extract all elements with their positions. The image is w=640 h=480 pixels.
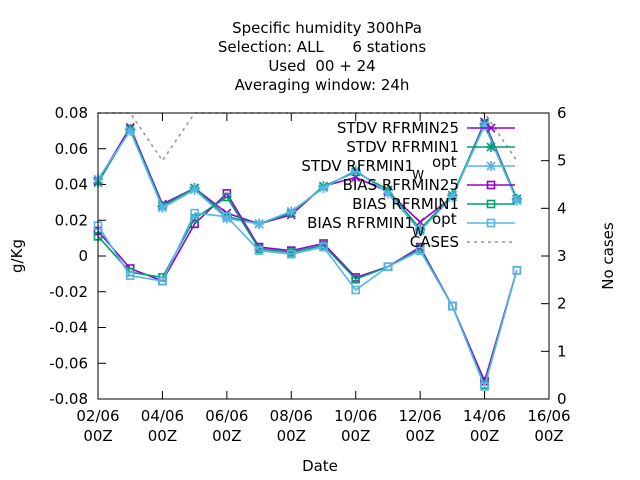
y-tick-label: -0.02 (49, 283, 88, 301)
x-tick-label-hour: 00Z (341, 427, 370, 445)
y-tick-label: 0 (78, 247, 88, 265)
x-tick-label-date: 12/06 (399, 407, 442, 425)
legend-item: STDV RFRMIN1 (346, 138, 515, 156)
legend-suffix: opt (432, 210, 457, 228)
x-tick-label-hour: 00Z (148, 427, 177, 445)
y-tick-label: 0.08 (55, 104, 88, 122)
legend-subscript: W (412, 225, 424, 239)
y-tick-label: -0.08 (49, 390, 88, 408)
x-tick-label-date: 16/06 (527, 407, 570, 425)
title-line-1: Specific humidity 300hPa (232, 19, 422, 37)
x-tick-label-date: 06/06 (205, 407, 248, 425)
legend-item: STDV RFRMIN25 (337, 119, 515, 137)
legend-label: STDV RFRMIN1 (346, 138, 459, 156)
y2-tick-label: 1 (557, 342, 567, 360)
series-5 (93, 208, 522, 391)
y-tick-label: -0.06 (49, 354, 88, 372)
legend-label: STDV RFRMIN1 (301, 157, 414, 175)
data-point (351, 285, 361, 295)
data-point (383, 262, 393, 272)
x-tick-label-hour: 00Z (83, 427, 112, 445)
data-point (382, 188, 393, 199)
data-point (190, 208, 199, 218)
data-point (125, 271, 135, 280)
data-point (486, 142, 496, 152)
y-tick-label: 0.04 (55, 176, 88, 194)
series-line (97, 212, 518, 389)
data-point (158, 276, 167, 286)
data-point (415, 246, 425, 255)
data-point (350, 165, 361, 176)
data-point (318, 183, 329, 194)
y2-tick-label: 4 (557, 199, 567, 217)
x-tick-label-date: 02/06 (76, 407, 119, 425)
chart-title: Specific humidity 300hPa Selection: ALL … (218, 19, 426, 94)
data-point (512, 265, 522, 275)
title-line-4: Averaging window: 24h (235, 76, 410, 94)
legend-subscript: W (412, 168, 424, 182)
title-line-2: Selection: ALL 6 stations (218, 38, 426, 56)
legend-item: BIAS RFRMIN25 (343, 176, 515, 194)
y-tick-label: 0.02 (55, 211, 88, 229)
data-point (222, 212, 232, 221)
data-point (222, 192, 232, 202)
data-point (486, 123, 496, 133)
y2-tick-label: 5 (557, 152, 567, 170)
x-tick-label-hour: 00Z (534, 427, 563, 445)
data-point (286, 206, 297, 217)
y-tick-label: -0.04 (49, 319, 88, 337)
axes-ticks: 0.08 0.06 0.04 0.02 0 -0.02 -0.04 -0.06 -0.08 6 5 4… (49, 104, 570, 445)
data-point (447, 192, 458, 203)
data-point (286, 249, 296, 259)
y2-tick-label: 2 (557, 295, 567, 313)
x-tick-label-hour: 00Z (212, 427, 241, 445)
legend-suffix: opt (432, 153, 457, 171)
y2-tick-label: 6 (557, 104, 567, 122)
x-tick-label-date: 04/06 (141, 407, 184, 425)
data-point (480, 382, 489, 391)
legend-item: BIAS RFRMIN1 (352, 195, 515, 213)
plot-frame (97, 112, 550, 400)
data-point (486, 161, 496, 171)
x-tick-label-hour: 00Z (277, 427, 306, 445)
legend-label: STDV RFRMIN25 (337, 119, 459, 137)
data-point (157, 202, 168, 213)
data-point (319, 242, 328, 252)
data-point (415, 225, 426, 236)
y-axis-label: g/Kg (8, 239, 26, 273)
data-point (351, 274, 361, 284)
x-tick-label-date: 08/06 (270, 407, 313, 425)
data-point (254, 246, 264, 255)
data-point (254, 218, 265, 229)
series-line (97, 123, 518, 233)
title-line-3: Used 00 + 24 (268, 57, 375, 75)
data-point (486, 180, 496, 190)
legend-item: CASES (410, 233, 515, 251)
y-tick-label: 0.06 (55, 140, 88, 158)
data-point (125, 125, 136, 136)
y2-tick-label: 3 (557, 247, 567, 265)
x-tick-label-hour: 00Z (470, 427, 499, 445)
data-point (448, 301, 457, 311)
data-point (189, 184, 200, 195)
y2-tick-label: 0 (557, 390, 567, 408)
legend-label: CASES (410, 233, 459, 251)
x-tick-label-date: 10/06 (334, 407, 377, 425)
legend-label: BIAS RFRMIN25 (343, 176, 459, 194)
data-point (486, 218, 496, 228)
x-axis-label: Date (302, 457, 338, 475)
x-tick-label-hour: 00Z (405, 427, 434, 445)
data-point (486, 199, 496, 209)
y2-axis-label: No cases (599, 222, 617, 290)
legend-label: BIAS RFRMIN1 (352, 195, 459, 213)
x-tick-label-date: 14/06 (463, 407, 506, 425)
legend-label: BIAS RFRMIN1 (307, 214, 414, 232)
